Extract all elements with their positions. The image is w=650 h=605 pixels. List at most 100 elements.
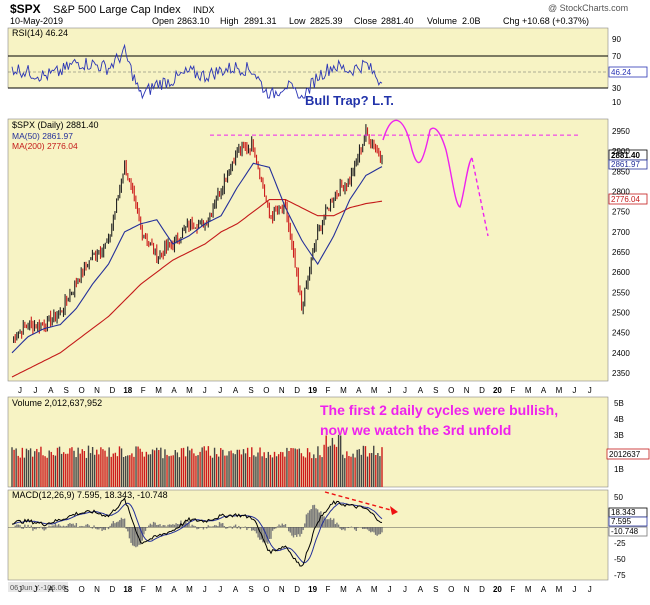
chg-label: Chg xyxy=(503,16,520,26)
x-axis-label: S xyxy=(433,585,438,594)
x-axis-label: D xyxy=(110,585,116,594)
x-axis-label: A xyxy=(48,585,54,594)
price-tick: 2600 xyxy=(612,268,630,277)
ma50-price-tag-box xyxy=(608,159,648,170)
projected-decline-dashed xyxy=(471,157,489,237)
ma200-line xyxy=(11,199,383,378)
rsi-tick: 90 xyxy=(612,35,621,44)
x-axis-label: M xyxy=(186,386,193,395)
x-axis-label: A xyxy=(171,585,177,594)
volume-tick: 1B xyxy=(614,465,624,474)
x-axis-label: N xyxy=(464,386,470,395)
x-axis-label: A xyxy=(356,585,362,594)
x-axis-label: J xyxy=(588,585,592,594)
x-axis-label: A xyxy=(233,386,239,395)
ma200-price-tag-box xyxy=(608,193,648,205)
x-axis-label: M xyxy=(371,585,378,594)
macd-tick: -25 xyxy=(614,539,626,548)
x-axis-label: F xyxy=(141,386,146,395)
x-axis-label: O xyxy=(448,386,454,395)
macd-line xyxy=(11,497,383,567)
x-axis-label: J xyxy=(218,386,222,395)
x-axis-label: 20 xyxy=(493,386,502,395)
footer-note: 06 Jun Y.-106.06 xyxy=(10,583,66,592)
x-axis-label: N xyxy=(94,585,100,594)
x-axis-label: S xyxy=(64,386,69,395)
x-axis-label: J xyxy=(33,386,37,395)
price-label: $SPX (Daily) 2881.40 xyxy=(12,120,99,130)
close-price-tag: 2881.40 xyxy=(611,151,640,160)
volume-value: 2.0B xyxy=(462,16,481,26)
exchange-label: INDX xyxy=(193,5,215,15)
x-axis-label: M xyxy=(186,585,193,594)
price-tick: 2550 xyxy=(612,288,630,297)
high-label: High xyxy=(220,16,239,26)
x-axis-label: A xyxy=(418,386,424,395)
x-axis-label: 18 xyxy=(123,585,132,594)
price-x-axis: J J A S O N D 18 F M A M J J A S O N D 19 F M A M J J A S O N D 20 F M A M J… xyxy=(18,386,592,395)
x-axis-label: F xyxy=(326,585,331,594)
price-tick: 2750 xyxy=(612,208,630,217)
rsi-panel xyxy=(7,27,609,89)
x-axis-label: N xyxy=(279,585,285,594)
x-axis-label: S xyxy=(248,585,253,594)
watermark: @ StockCharts.com xyxy=(548,3,628,13)
x-axis-label: J xyxy=(403,585,407,594)
price-tick: 2650 xyxy=(612,248,630,257)
x-axis-label: D xyxy=(294,585,300,594)
rsi-current-tag: 46.24 xyxy=(611,68,632,77)
low-label: Low xyxy=(289,16,306,26)
macd-divergence-arrow xyxy=(324,491,399,513)
x-axis-label: A xyxy=(541,386,547,395)
x-axis-label: A xyxy=(233,585,239,594)
ma200-legend: MA(200) 2776.04 xyxy=(12,141,78,151)
x-axis-label: M xyxy=(371,386,378,395)
high-value: 2891.31 xyxy=(244,16,277,26)
x-axis-label: 19 xyxy=(308,585,317,594)
projected-cycle-path xyxy=(382,119,473,208)
x-axis-label: D xyxy=(110,386,116,395)
x-axis-label: D xyxy=(479,386,485,395)
x-axis-label: N xyxy=(94,386,100,395)
x-axis-label: F xyxy=(141,585,146,594)
x-axis-label: J xyxy=(18,585,22,594)
volume-label: Volume 2,012,637,952 xyxy=(12,398,102,408)
volume-tick: 4B xyxy=(614,415,624,424)
macd-tick: -75 xyxy=(614,571,626,580)
rsi-label: RSI(14) 46.24 xyxy=(12,28,68,38)
rsi-line xyxy=(11,43,383,100)
volume-current-tag: 2012637 xyxy=(609,450,641,459)
macd-hist-tag: -10.748 xyxy=(611,527,639,536)
x-axis-label: O xyxy=(78,585,84,594)
x-axis-label: N xyxy=(464,585,470,594)
cycle-annotation-line1: The first 2 daily cycles were bullish, xyxy=(320,402,558,418)
volume-y-axis: 5B 4B 3B 1B xyxy=(614,399,624,474)
volume-bars xyxy=(11,434,383,487)
volume-label: Volume xyxy=(427,16,457,26)
x-axis-label: J xyxy=(388,386,392,395)
x-axis-label: J xyxy=(388,585,392,594)
x-axis-label: M xyxy=(340,386,347,395)
symbol-label: $SPX xyxy=(10,2,41,16)
x-axis-label: A xyxy=(418,585,424,594)
x-axis-label: O xyxy=(448,585,454,594)
series-layer xyxy=(8,43,608,567)
x-axis-label: 20 xyxy=(493,585,502,594)
price-tick: 2350 xyxy=(612,369,630,378)
x-axis-label: J xyxy=(588,386,592,395)
rsi-y-axis: 90 70 30 10 xyxy=(612,35,621,107)
macd-panel xyxy=(7,489,609,581)
close-value: 2881.40 xyxy=(381,16,414,26)
chg-value: +10.68 (+0.37%) xyxy=(522,16,589,26)
x-axis-label: A xyxy=(171,386,177,395)
x-axis-label: F xyxy=(326,386,331,395)
date-label: 10-May-2019 xyxy=(10,16,63,26)
x-axis-label: M xyxy=(556,585,563,594)
x-axis-label: S xyxy=(64,585,69,594)
rsi-tick: 70 xyxy=(612,52,621,61)
x-axis-label: M xyxy=(340,585,347,594)
x-axis-label: 19 xyxy=(308,386,317,395)
x-axis-label: J xyxy=(572,585,576,594)
